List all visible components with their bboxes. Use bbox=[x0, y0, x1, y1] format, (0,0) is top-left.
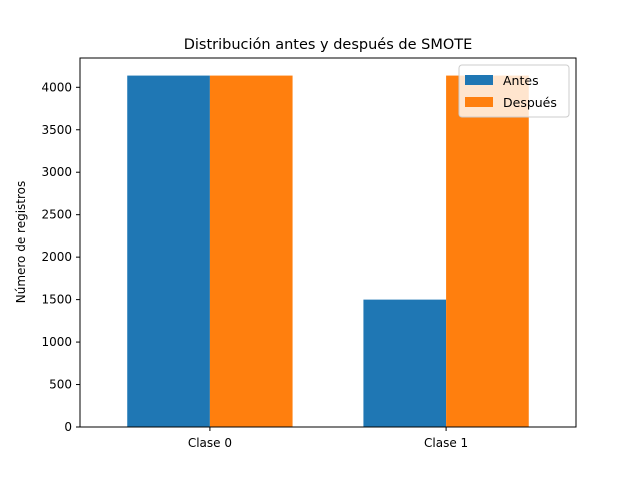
y-tick-label: 1000 bbox=[41, 335, 72, 349]
legend-label-antes: Antes bbox=[503, 73, 539, 88]
y-tick-label: 3000 bbox=[41, 165, 72, 179]
x-tick-label: Clase 0 bbox=[188, 436, 232, 450]
y-tick-label: 0 bbox=[64, 420, 72, 434]
bar-antes-clase-1 bbox=[363, 299, 447, 427]
legend-swatch-antes bbox=[465, 75, 493, 85]
y-tick-label: 3500 bbox=[41, 123, 72, 137]
y-tick-label: 500 bbox=[49, 378, 72, 392]
chart-marks: Clase 0 Clase 1 0 500 1000 1500 2000 2500 3000 35… bbox=[41, 75, 529, 450]
bar-después-clase-0 bbox=[209, 75, 293, 427]
plot-frame bbox=[79, 57, 577, 428]
y-axis-label: Número de registros bbox=[14, 181, 28, 304]
bar-antes-clase-0 bbox=[127, 75, 210, 427]
y-tick-label: 2000 bbox=[41, 250, 72, 264]
legend: Antes Después bbox=[458, 64, 570, 118]
legend-swatch-después bbox=[465, 97, 493, 107]
x-tick-label: Clase 1 bbox=[424, 436, 468, 450]
bar-después-clase-1 bbox=[446, 75, 529, 427]
y-tick-label: 1500 bbox=[41, 293, 72, 307]
legend-label-después: Después bbox=[503, 95, 557, 110]
y-tick-label: 4000 bbox=[41, 80, 72, 94]
y-tick-label: 2500 bbox=[41, 208, 72, 222]
chart-title: Distribución antes y después de SMOTE bbox=[184, 37, 473, 53]
